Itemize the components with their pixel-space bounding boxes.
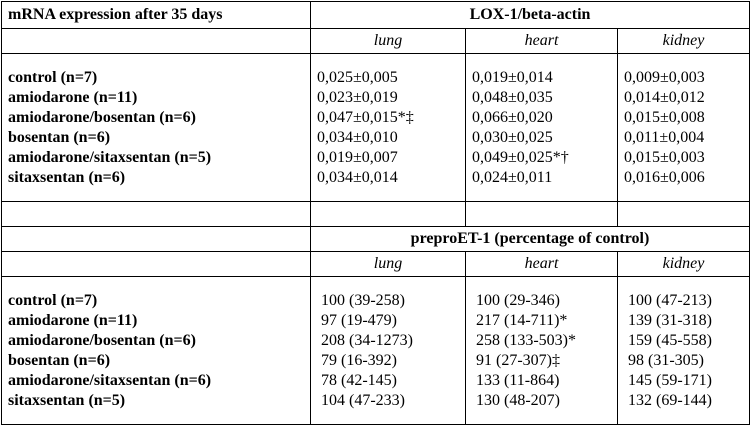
lox-value: 0,048±0,035: [472, 88, 553, 106]
lox-value: 0,014±0,012: [624, 88, 705, 106]
prepro-value: 98 (31-305): [628, 351, 704, 369]
prepro-section-title: preproET-1 (percentage of control): [310, 226, 750, 252]
group-label: amiodarone (n=11): [8, 311, 138, 329]
lox-value: 0,034±0,010: [317, 128, 398, 146]
lox-value: 0,019±0,007: [317, 148, 398, 166]
prepro-value: 159 (45-558): [628, 331, 712, 349]
prepro-kidney-values: 100 (47-213) 139 (31-318) 159 (45-558) 9…: [617, 276, 750, 425]
lox-value: 0,016±0,006: [624, 168, 705, 186]
prepro-value: 145 (59-171): [628, 371, 712, 389]
lox-value: 0,009±0,003: [624, 68, 705, 86]
prepro-tissue-header-spacer: [1, 251, 311, 277]
spacer-cell: [465, 201, 618, 227]
prepro-group-labels: control (n=7) amiodarone (n=11) amiodaro…: [1, 276, 311, 425]
lox-tissue-heart: heart: [465, 28, 618, 54]
lox-tissue-lung: lung: [310, 28, 466, 54]
prepro-value: 139 (31-318): [628, 311, 712, 329]
prepro-value: 132 (69-144): [628, 391, 712, 409]
lox-value: 0,030±0,025: [472, 128, 553, 146]
lox-kidney-values: 0,009±0,003 0,014±0,012 0,015±0,008 0,01…: [617, 53, 750, 202]
prepro-value: 130 (48-207): [476, 391, 560, 409]
lox-tissue-kidney: kidney: [617, 28, 750, 54]
lox-value: 0,047±0,015*‡: [317, 108, 414, 126]
prepro-tissue-lung: lung: [310, 251, 466, 277]
prepro-value: 78 (42-145): [321, 371, 397, 389]
prepro-heart-values: 100 (29-346) 217 (14-711)* 258 (133-503)…: [465, 276, 618, 425]
lox-value: 0,015±0,008: [624, 108, 705, 126]
prepro-value: 100 (29-346): [476, 291, 560, 309]
prepro-value: 258 (133-503)*: [476, 331, 576, 349]
prepro-value: 97 (19-479): [321, 311, 397, 329]
prepro-value: 217 (14-711)*: [476, 311, 568, 329]
lox-value: 0,019±0,014: [472, 68, 553, 86]
lox-value: 0,015±0,003: [624, 148, 705, 166]
prepro-lung-values: 100 (39-258) 97 (19-479) 208 (34-1273) 7…: [310, 276, 466, 425]
spacer-cell: [310, 201, 466, 227]
prepro-value: 100 (39-258): [321, 291, 405, 309]
prepro-tissue-kidney: kidney: [617, 251, 750, 277]
lox-tissue-header-spacer: [1, 28, 311, 54]
lox-value: 0,011±0,004: [624, 128, 705, 146]
group-label: control (n=7): [8, 291, 98, 309]
group-label: amiodarone/sitaxsentan (n=5): [8, 148, 212, 166]
lox-section-title: LOX-1/beta-actin: [310, 1, 750, 29]
group-label: amiodarone/bosentan (n=6): [8, 331, 196, 349]
group-label: amiodarone (n=11): [8, 88, 138, 106]
prepro-value: 79 (16-392): [321, 351, 397, 369]
lox-group-labels: control (n=7) amiodarone (n=11) amiodaro…: [1, 53, 311, 202]
prepro-value: 133 (11-864): [476, 371, 560, 389]
prepro-header-spacer: [1, 226, 311, 252]
header-label: mRNA expression after 35 days: [1, 1, 311, 29]
prepro-value: 91 (27-307)‡: [476, 351, 560, 369]
spacer-cell: [617, 201, 750, 227]
prepro-value: 100 (47-213): [628, 291, 712, 309]
prepro-value: 104 (47-233): [321, 391, 405, 409]
prepro-value: 208 (34-1273): [321, 331, 413, 349]
group-label: amiodarone/sitaxsentan (n=6): [8, 371, 212, 389]
lox-value: 0,025±0,005: [317, 68, 398, 86]
lox-heart-values: 0,019±0,014 0,048±0,035 0,066±0,020 0,03…: [465, 53, 618, 202]
group-label: amiodarone/bosentan (n=6): [8, 108, 196, 126]
group-label: bosentan (n=6): [8, 128, 111, 146]
lox-value: 0,034±0,014: [317, 168, 398, 186]
group-label: sitaxsentan (n=5): [8, 391, 126, 409]
group-label: bosentan (n=6): [8, 351, 111, 369]
lox-value: 0,066±0,020: [472, 108, 553, 126]
lox-value: 0,049±0,025*†: [472, 148, 569, 166]
group-label: control (n=7): [8, 68, 98, 86]
lox-value: 0,024±0,011: [472, 168, 553, 186]
lox-lung-values: 0,025±0,005 0,023±0,019 0,047±0,015*‡ 0,…: [310, 53, 466, 202]
group-label: sitaxsentan (n=6): [8, 168, 126, 186]
spacer-cell: [1, 201, 311, 227]
prepro-tissue-heart: heart: [465, 251, 618, 277]
lox-value: 0,023±0,019: [317, 88, 398, 106]
